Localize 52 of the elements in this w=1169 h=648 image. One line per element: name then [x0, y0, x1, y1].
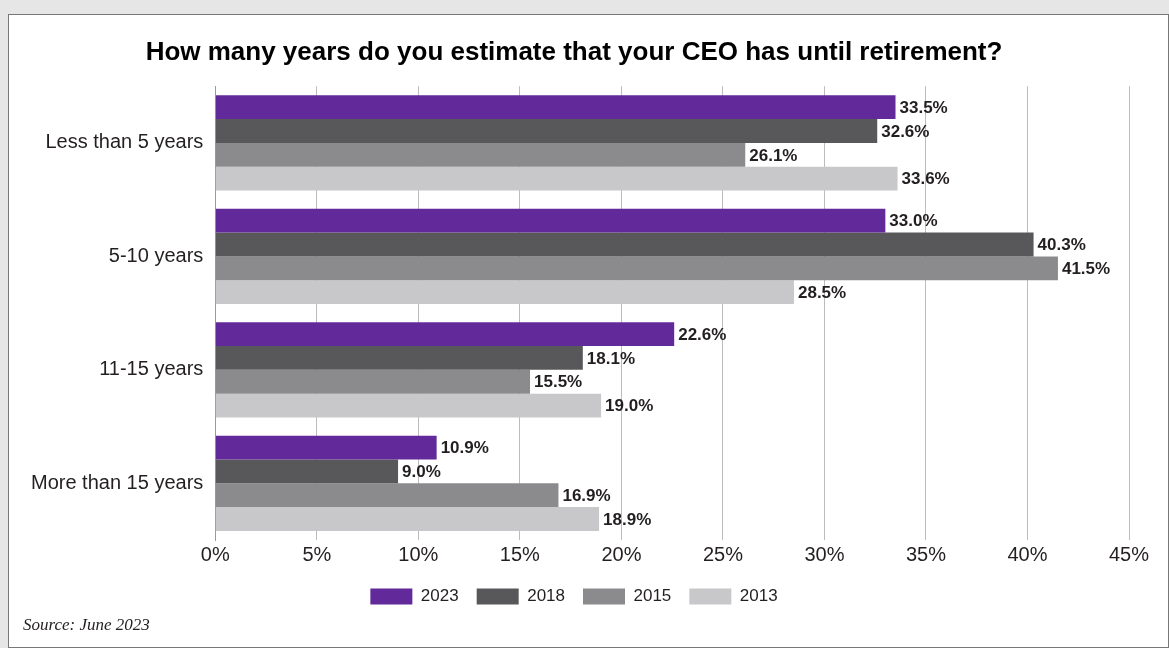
- data-label: 16.9%: [562, 485, 611, 505]
- y-tick-label: Less than 5 years: [45, 130, 204, 153]
- x-tick-label: 40%: [1007, 542, 1048, 565]
- data-label: 19.0%: [605, 396, 654, 416]
- bar: [215, 435, 437, 460]
- data-label: 22.6%: [678, 324, 727, 344]
- y-tick-label: 5-10 years: [108, 243, 204, 266]
- bar: [215, 459, 399, 484]
- data-label: 18.1%: [586, 348, 636, 368]
- data-label: 15.5%: [534, 372, 583, 392]
- bar: [215, 119, 878, 143]
- bar: [215, 483, 559, 508]
- data-label: 33.6%: [901, 169, 950, 189]
- bar: [215, 507, 600, 531]
- bar: [215, 166, 898, 191]
- bar: [215, 369, 531, 394]
- data-label: 28.5%: [797, 282, 847, 302]
- data-label: 32.6%: [881, 121, 930, 141]
- data-label: 41.5%: [1061, 258, 1111, 278]
- y-tick-label: More than 15 years: [30, 470, 204, 493]
- y-tick-label: 11-15 years: [99, 357, 204, 380]
- x-tick-label: 5%: [302, 542, 332, 565]
- data-label: 10.9%: [440, 438, 489, 458]
- x-tick-label: 25%: [702, 542, 744, 565]
- data-label: 18.9%: [603, 509, 652, 529]
- x-tick-label: 30%: [804, 542, 845, 565]
- bar: [215, 95, 896, 120]
- chart-title: How many years do you estimate that your CEO has until retirement?: [145, 35, 1003, 66]
- legend-label: 2013: [739, 586, 778, 606]
- legend-label: 2018: [527, 586, 566, 606]
- legend-label: 2015: [633, 586, 672, 606]
- data-label: 26.1%: [749, 145, 798, 165]
- data-label: 40.3%: [1037, 235, 1086, 255]
- legend-label: 2023: [420, 586, 459, 606]
- bar: [215, 280, 794, 305]
- x-tick-label: 45%: [1108, 542, 1150, 565]
- source-note: Source: June 2023: [22, 615, 151, 635]
- x-tick-label: 0%: [200, 542, 230, 565]
- bar: [215, 256, 1058, 281]
- data-label: 33.5%: [899, 97, 948, 117]
- bar: [215, 142, 746, 167]
- data-label: 9.0%: [402, 462, 441, 482]
- data-label: 33.0%: [889, 211, 938, 231]
- x-tick-label: 10%: [398, 542, 439, 565]
- bar: [215, 232, 1034, 257]
- x-tick-label: 20%: [601, 542, 642, 565]
- bar: [215, 208, 886, 233]
- bar: [215, 393, 602, 418]
- bar: [215, 322, 675, 346]
- bar: [215, 346, 583, 370]
- x-tick-label: 15%: [499, 542, 541, 565]
- x-tick-label: 35%: [905, 542, 947, 565]
